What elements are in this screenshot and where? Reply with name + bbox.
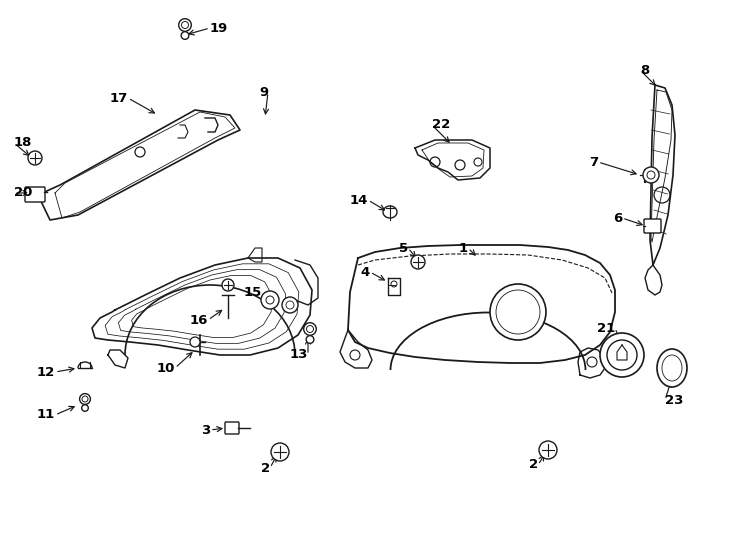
Circle shape <box>190 337 200 347</box>
Circle shape <box>600 333 644 377</box>
Circle shape <box>490 284 546 340</box>
Text: 2: 2 <box>261 462 270 475</box>
Text: 13: 13 <box>290 348 308 361</box>
Circle shape <box>306 336 314 343</box>
Text: 6: 6 <box>613 212 622 225</box>
Circle shape <box>411 255 425 269</box>
Text: 15: 15 <box>244 286 262 299</box>
Text: 12: 12 <box>37 366 55 379</box>
Text: 11: 11 <box>37 408 55 422</box>
Text: 17: 17 <box>110 91 128 105</box>
FancyBboxPatch shape <box>25 187 45 202</box>
Circle shape <box>539 441 557 459</box>
Text: 10: 10 <box>156 361 175 375</box>
Circle shape <box>81 404 88 411</box>
Text: 3: 3 <box>201 423 210 436</box>
Text: 4: 4 <box>360 266 370 279</box>
Text: 16: 16 <box>189 314 208 327</box>
FancyBboxPatch shape <box>644 219 661 233</box>
Circle shape <box>222 279 234 291</box>
Circle shape <box>181 32 189 39</box>
Text: 14: 14 <box>349 193 368 206</box>
Circle shape <box>178 19 192 31</box>
Text: 5: 5 <box>399 241 408 254</box>
Text: 7: 7 <box>589 156 598 168</box>
Circle shape <box>261 291 279 309</box>
Text: 9: 9 <box>259 85 268 98</box>
Text: 22: 22 <box>432 118 450 132</box>
Circle shape <box>607 340 637 370</box>
Text: 19: 19 <box>210 22 228 35</box>
Text: 8: 8 <box>640 64 650 77</box>
Text: 23: 23 <box>665 394 683 407</box>
Text: 2: 2 <box>529 458 538 471</box>
Text: 21: 21 <box>597 321 615 334</box>
Ellipse shape <box>657 349 687 387</box>
Circle shape <box>79 394 90 404</box>
Text: 18: 18 <box>14 137 32 150</box>
Circle shape <box>304 323 316 335</box>
Circle shape <box>282 297 298 313</box>
Circle shape <box>28 151 42 165</box>
Text: 1: 1 <box>459 241 468 254</box>
Text: 20: 20 <box>14 186 32 199</box>
FancyBboxPatch shape <box>225 422 239 434</box>
Circle shape <box>643 167 659 183</box>
Circle shape <box>271 443 289 461</box>
